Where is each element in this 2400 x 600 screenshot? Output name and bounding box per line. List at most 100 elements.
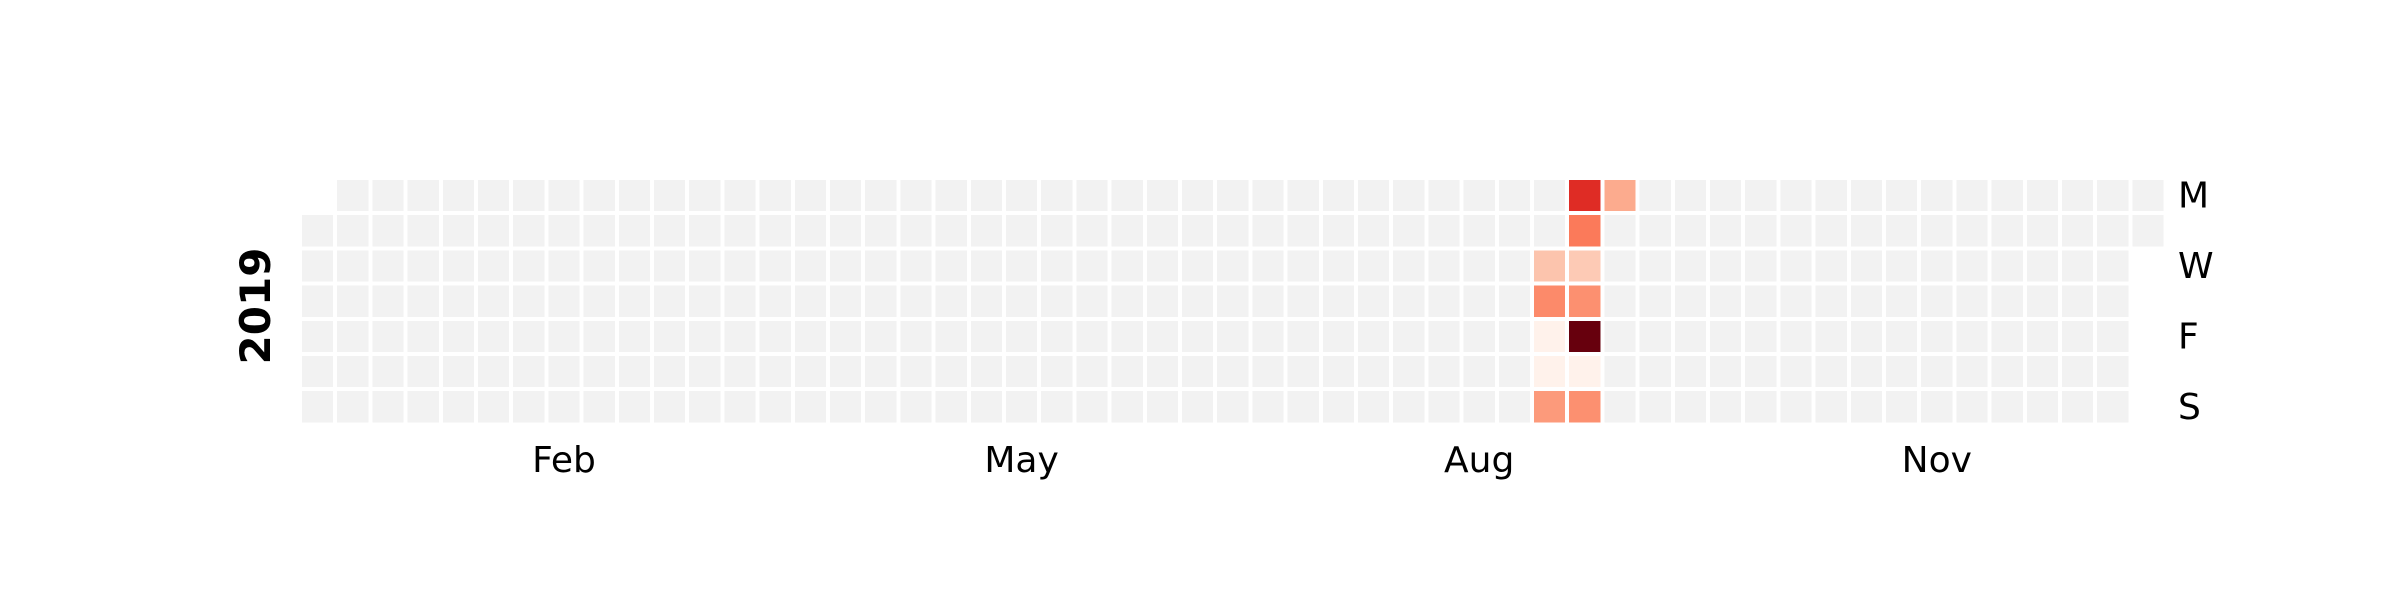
heatmap-cell-empty bbox=[583, 215, 615, 247]
heatmap-cell-empty bbox=[513, 320, 545, 352]
heatmap-cell-empty bbox=[1921, 391, 1953, 423]
heatmap-cell-empty bbox=[583, 285, 615, 317]
heatmap-cell-empty bbox=[1076, 285, 1108, 317]
heatmap-cell-value bbox=[1569, 356, 1601, 388]
heatmap-cell-empty bbox=[548, 320, 580, 352]
heatmap-cell-empty bbox=[970, 180, 1002, 212]
heatmap-cell-empty bbox=[935, 320, 967, 352]
heatmap-cell-empty bbox=[1639, 215, 1671, 247]
heatmap-cell-empty bbox=[1498, 180, 1530, 212]
heatmap-cell-empty bbox=[1252, 356, 1284, 388]
heatmap-cell-empty bbox=[830, 356, 862, 388]
heatmap-cell-empty bbox=[2062, 180, 2094, 212]
heatmap-cell-empty bbox=[654, 285, 686, 317]
heatmap-cell-empty bbox=[2062, 391, 2094, 423]
heatmap-cell-empty bbox=[1217, 356, 1249, 388]
heatmap-cell-empty bbox=[900, 285, 932, 317]
heatmap-cell-empty bbox=[1850, 391, 1882, 423]
heatmap-cell-empty bbox=[407, 215, 439, 247]
heatmap-cell-empty bbox=[1252, 215, 1284, 247]
heatmap-cell-empty bbox=[865, 250, 897, 282]
heatmap-cell-empty bbox=[1287, 180, 1319, 212]
heatmap-cell-empty bbox=[1111, 391, 1143, 423]
heatmap-cell-empty bbox=[759, 180, 791, 212]
heatmap-cell-empty bbox=[372, 215, 404, 247]
heatmap-cell-empty bbox=[1921, 320, 1953, 352]
heatmap-cell-empty bbox=[1745, 356, 1777, 388]
heatmap-cell-empty bbox=[1322, 250, 1354, 282]
heatmap-cell-empty bbox=[689, 250, 721, 282]
heatmap-cell-empty bbox=[548, 285, 580, 317]
heatmap-cell-empty bbox=[1182, 250, 1214, 282]
heatmap-cell-empty bbox=[1850, 356, 1882, 388]
heatmap-cell-empty bbox=[654, 215, 686, 247]
heatmap-cell-empty bbox=[724, 285, 756, 317]
heatmap-cell-empty bbox=[970, 320, 1002, 352]
heatmap-cell-empty bbox=[794, 320, 826, 352]
heatmap-cell-empty bbox=[1674, 391, 1706, 423]
heatmap-cell-empty bbox=[1639, 320, 1671, 352]
heatmap-cell-empty bbox=[1322, 320, 1354, 352]
heatmap-cell-empty bbox=[1146, 215, 1178, 247]
heatmap-cell-empty bbox=[2026, 250, 2058, 282]
heatmap-cell-empty bbox=[618, 356, 650, 388]
heatmap-cell-empty bbox=[900, 391, 932, 423]
heatmap-cell-empty bbox=[478, 180, 510, 212]
heatmap-cell-empty bbox=[900, 215, 932, 247]
heatmap-cell-empty bbox=[1006, 250, 1038, 282]
heatmap-cell-empty bbox=[1639, 285, 1671, 317]
heatmap-cell-empty bbox=[583, 250, 615, 282]
heatmap-cell-empty bbox=[2026, 215, 2058, 247]
heatmap-cell-empty bbox=[1886, 391, 1918, 423]
heatmap-cell-empty bbox=[1710, 320, 1742, 352]
heatmap-cell-empty bbox=[1358, 391, 1390, 423]
heatmap-cell-empty bbox=[1745, 215, 1777, 247]
heatmap-cell-empty bbox=[1886, 215, 1918, 247]
heatmap-cell-empty bbox=[1287, 320, 1319, 352]
heatmap-cell-empty bbox=[1956, 180, 1988, 212]
heatmap-cell-empty bbox=[1991, 285, 2023, 317]
heatmap-cell-value bbox=[1569, 250, 1601, 282]
heatmap-cell-empty bbox=[654, 356, 686, 388]
heatmap-cell-empty bbox=[2026, 356, 2058, 388]
heatmap-cell-empty bbox=[1780, 215, 1812, 247]
heatmap-cell-empty bbox=[970, 356, 1002, 388]
heatmap-cell-empty bbox=[970, 391, 1002, 423]
heatmap-cell-empty bbox=[1287, 356, 1319, 388]
heatmap-cell-empty bbox=[618, 215, 650, 247]
heatmap-cell-empty bbox=[1745, 250, 1777, 282]
heatmap-cell-empty bbox=[935, 250, 967, 282]
heatmap-cell-empty bbox=[1921, 356, 1953, 388]
heatmap-cell-empty bbox=[935, 391, 967, 423]
heatmap-cell-empty bbox=[1604, 215, 1636, 247]
heatmap-cell-empty bbox=[1921, 180, 1953, 212]
heatmap-cell-empty bbox=[970, 250, 1002, 282]
heatmap-cell-empty bbox=[618, 320, 650, 352]
heatmap-cell-empty bbox=[513, 285, 545, 317]
heatmap-cell-empty bbox=[1111, 356, 1143, 388]
heatmap-cell-empty bbox=[1886, 285, 1918, 317]
heatmap-cell-empty bbox=[900, 180, 932, 212]
heatmap-cell-empty bbox=[830, 180, 862, 212]
heatmap-cell-empty bbox=[1182, 391, 1214, 423]
heatmap-cell-empty bbox=[1041, 215, 1073, 247]
heatmap-cell-empty bbox=[865, 320, 897, 352]
heatmap-cell-empty bbox=[1428, 391, 1460, 423]
heatmap-cell-empty bbox=[1322, 285, 1354, 317]
year-label: 2019 bbox=[231, 248, 280, 365]
heatmap-cell-empty bbox=[1076, 250, 1108, 282]
heatmap-cell-empty bbox=[1991, 391, 2023, 423]
heatmap-cell-empty bbox=[513, 356, 545, 388]
heatmap-cell-empty bbox=[900, 356, 932, 388]
heatmap-cell-empty bbox=[1991, 215, 2023, 247]
heatmap-cell-empty bbox=[1463, 320, 1495, 352]
heatmap-cell-empty bbox=[2062, 215, 2094, 247]
heatmap-cell-empty bbox=[1358, 285, 1390, 317]
heatmap-cell-empty bbox=[1886, 180, 1918, 212]
month-label: Feb bbox=[532, 440, 596, 481]
heatmap-cell-empty bbox=[2062, 250, 2094, 282]
heatmap-cell-empty bbox=[1041, 250, 1073, 282]
heatmap-cell-empty bbox=[1358, 320, 1390, 352]
heatmap-cell-empty bbox=[1146, 391, 1178, 423]
heatmap-cell-empty bbox=[478, 391, 510, 423]
